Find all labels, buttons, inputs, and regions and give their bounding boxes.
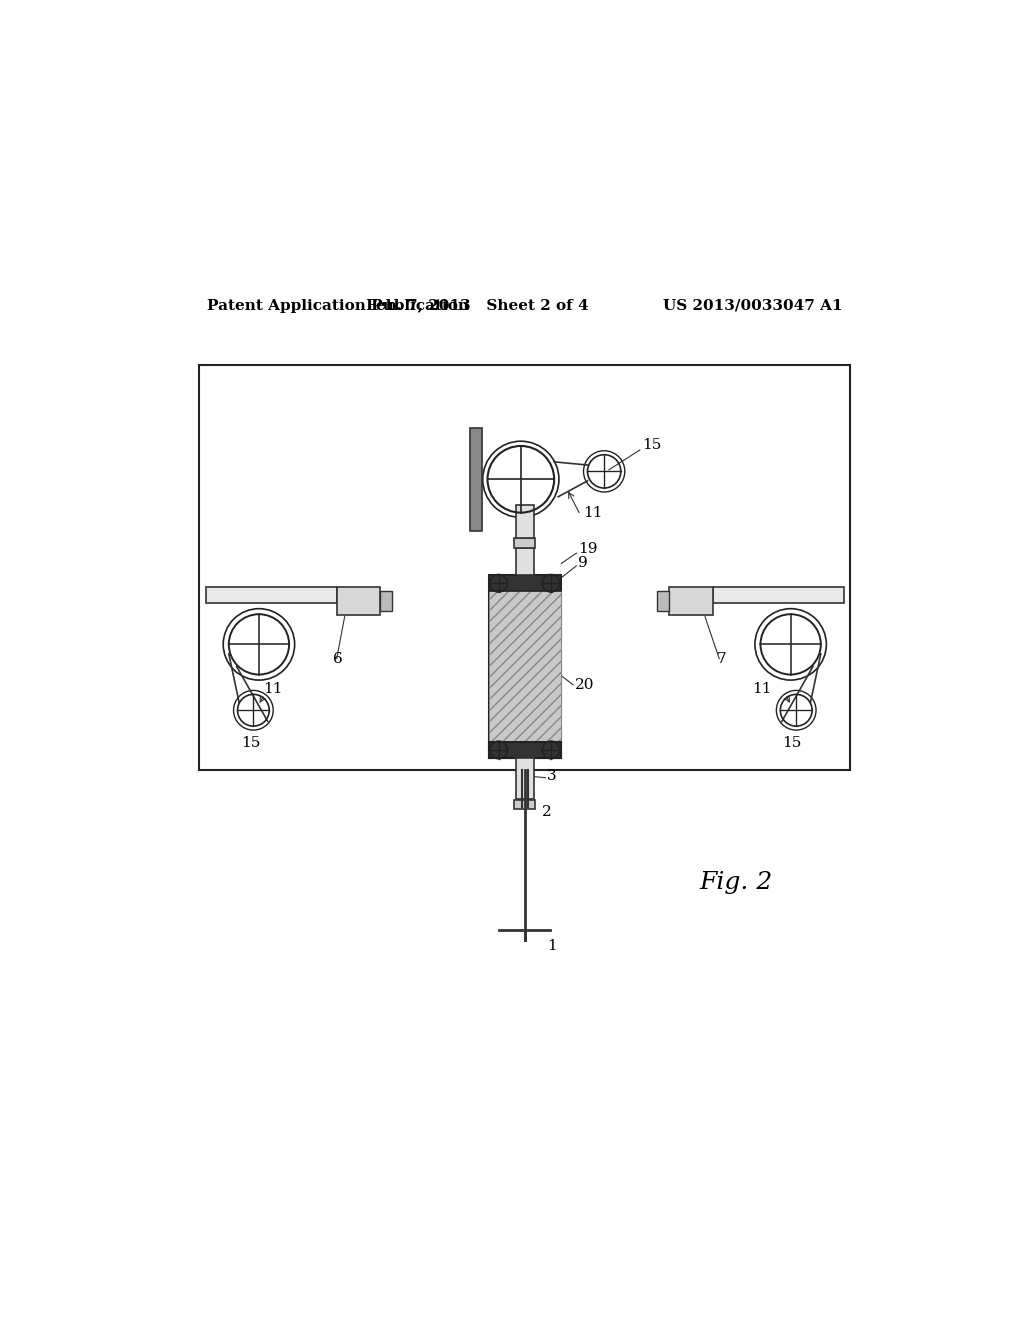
- Bar: [206, 587, 337, 603]
- Text: Patent Application Publication: Patent Application Publication: [207, 298, 469, 313]
- Bar: [489, 576, 560, 758]
- Text: 11: 11: [263, 682, 283, 696]
- Bar: [470, 428, 482, 531]
- Text: US 2013/0033047 A1: US 2013/0033047 A1: [663, 298, 842, 313]
- Text: 19: 19: [578, 543, 597, 556]
- Bar: [514, 539, 536, 548]
- Text: Feb. 7, 2013   Sheet 2 of 4: Feb. 7, 2013 Sheet 2 of 4: [366, 298, 589, 313]
- Text: 2: 2: [543, 805, 552, 818]
- Text: 20: 20: [574, 677, 594, 692]
- Bar: [337, 587, 380, 615]
- Bar: [380, 591, 392, 611]
- Text: 7: 7: [717, 652, 726, 665]
- Bar: [516, 504, 534, 539]
- Text: 6: 6: [333, 652, 342, 665]
- Bar: [713, 587, 844, 603]
- Bar: [670, 587, 713, 615]
- Bar: [200, 366, 850, 770]
- Text: 9: 9: [578, 557, 588, 570]
- Bar: [657, 591, 670, 611]
- Text: 15: 15: [242, 735, 261, 750]
- Bar: [489, 742, 560, 758]
- Bar: [516, 548, 534, 576]
- Bar: [489, 590, 560, 743]
- Text: Fig. 2: Fig. 2: [699, 871, 773, 894]
- Text: 11: 11: [583, 507, 602, 520]
- Text: 1: 1: [547, 939, 557, 953]
- Bar: [489, 576, 560, 591]
- Bar: [514, 800, 536, 809]
- Bar: [516, 758, 534, 799]
- Text: 11: 11: [753, 682, 772, 696]
- Text: 15: 15: [782, 735, 802, 750]
- Text: 3: 3: [547, 770, 557, 783]
- Text: 15: 15: [642, 438, 662, 453]
